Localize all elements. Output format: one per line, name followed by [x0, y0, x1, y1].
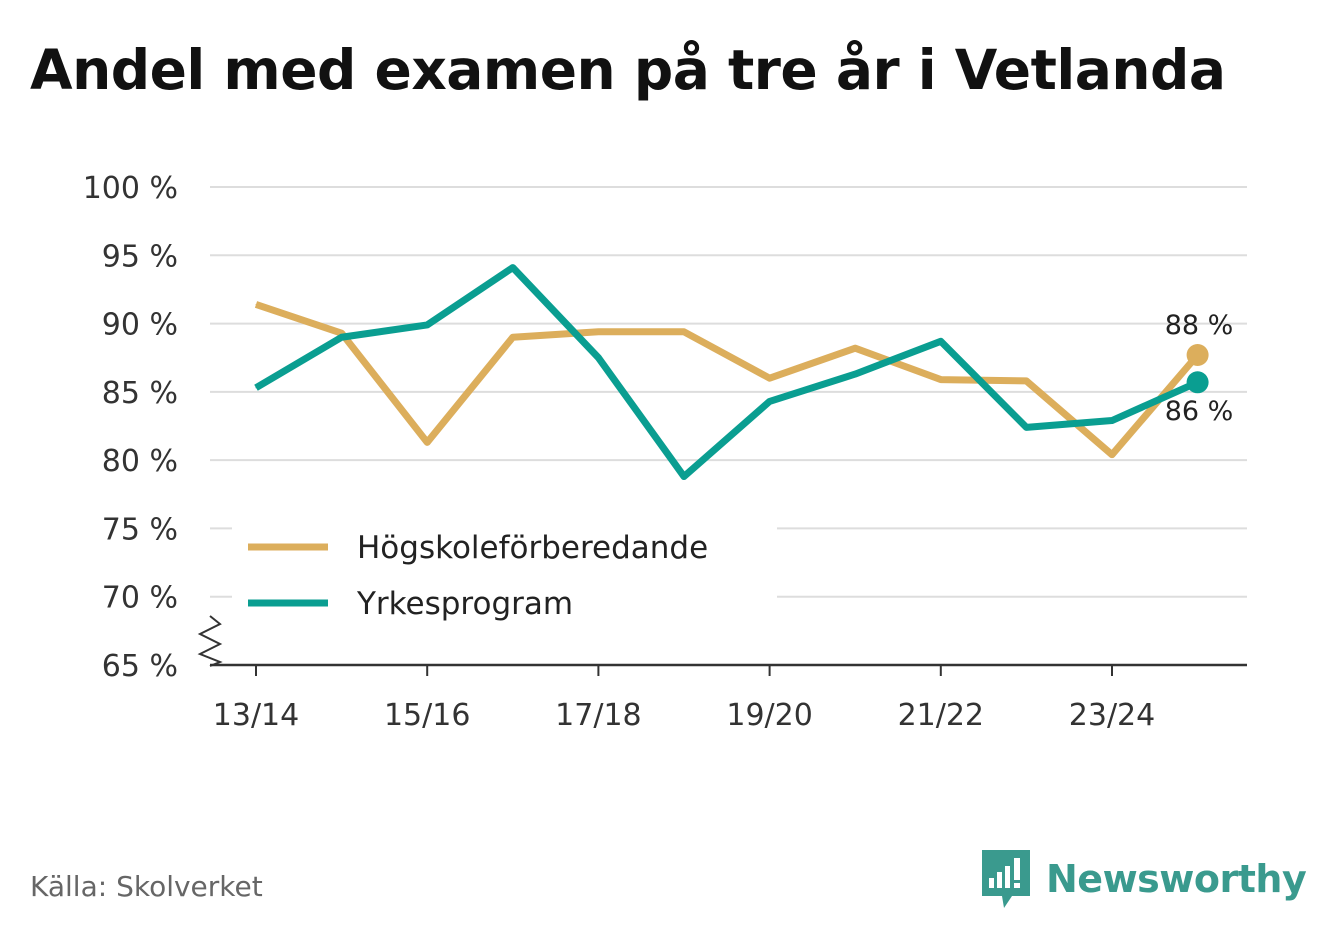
- data-point-yrkesprogram-7: [854, 373, 856, 375]
- data-point-hogskoleforberedande-9: [1025, 380, 1027, 382]
- x-tick-label-19-20: 19/20: [726, 698, 812, 733]
- y-tick-label-80: 80 %: [102, 444, 178, 479]
- data-point-yrkesprogram-1: [341, 336, 343, 338]
- legend-label-hogskoleforberedande: Högskoleförberedande: [357, 530, 708, 566]
- brand-logo: Newsworthy: [980, 848, 1307, 910]
- brand-name: Newsworthy: [1046, 857, 1307, 901]
- legend: Högskoleförberedande Yrkesprogram: [232, 518, 777, 630]
- series-line-hogskoleforberedande: [254, 301, 1201, 459]
- end-label-yrkesprogram: 86 %: [1165, 396, 1234, 427]
- y-tick-label-85: 85 %: [102, 376, 178, 411]
- series-line-yrkesprogram: [254, 264, 1200, 481]
- data-point-hogskoleforberedande-2: [426, 441, 428, 443]
- axis-break-mark: [197, 615, 223, 667]
- x-tick-label-23-24: 23/24: [1069, 698, 1155, 733]
- data-point-yrkesprogram-5: [683, 476, 685, 478]
- y-tick-label-95: 95 %: [102, 239, 178, 274]
- series-endpoints: [1186, 343, 1209, 394]
- x-tick-label-15-16: 15/16: [384, 698, 470, 733]
- x-axis: [197, 615, 1247, 667]
- data-point-yrkesprogram-2: [426, 324, 428, 326]
- data-point-yrkesprogram-3: [512, 267, 514, 269]
- y-axis-ticks: 65 % 70 % 75 % 80 % 85 % 90 % 95 % 100 %: [83, 171, 178, 684]
- end-label-hogskoleforberedande: 88 %: [1165, 310, 1234, 341]
- legend-label-yrkesprogram: Yrkesprogram: [356, 586, 573, 622]
- x-tick-label-17-18: 17/18: [555, 698, 641, 733]
- x-axis-ticks: 13/14 15/16 17/18 19/20 21/22 23/24: [213, 665, 1155, 733]
- data-point-yrkesprogram-10: [1111, 420, 1113, 422]
- y-tick-label-100: 100 %: [83, 171, 178, 206]
- data-point-hogskoleforberedande-4: [597, 331, 599, 333]
- data-point-hogskoleforberedande-5: [683, 331, 685, 333]
- data-point-hogskoleforberedande-7: [854, 347, 856, 349]
- data-point-yrkesprogram-8: [940, 340, 942, 342]
- source-label: Källa: Skolverket: [30, 870, 263, 903]
- y-tick-label-90: 90 %: [102, 308, 178, 343]
- data-point-hogskoleforberedande-1: [341, 332, 343, 334]
- data-point-yrkesprogram-6: [769, 400, 771, 402]
- data-point-hogskoleforberedande-10: [1111, 454, 1113, 456]
- x-tick-label-21-22: 21/22: [898, 698, 984, 733]
- y-tick-label-75: 75 %: [102, 512, 178, 547]
- endpoint-marker-yrkesprogram: [1186, 371, 1209, 394]
- series-lines: [254, 264, 1201, 481]
- y-tick-label-65: 65 %: [102, 649, 178, 684]
- data-point-yrkesprogram-0: [255, 387, 257, 389]
- legend-background: [232, 518, 777, 630]
- data-point-yrkesprogram-4: [597, 357, 599, 359]
- data-point-hogskoleforberedande-3: [512, 336, 514, 338]
- chart-title: Andel med examen på tre år i Vetlanda: [30, 38, 1226, 102]
- data-point-hogskoleforberedande-8: [940, 379, 942, 381]
- data-point-hogskoleforberedande-6: [769, 377, 771, 379]
- x-tick-label-13-14: 13/14: [213, 698, 299, 733]
- data-point-yrkesprogram-9: [1025, 426, 1027, 428]
- data-point-hogskoleforberedande-0: [255, 303, 257, 305]
- y-tick-label-70: 70 %: [102, 581, 178, 616]
- endpoint-marker-hogskoleforberedande: [1186, 343, 1209, 366]
- newsworthy-logo-icon: [982, 850, 1030, 908]
